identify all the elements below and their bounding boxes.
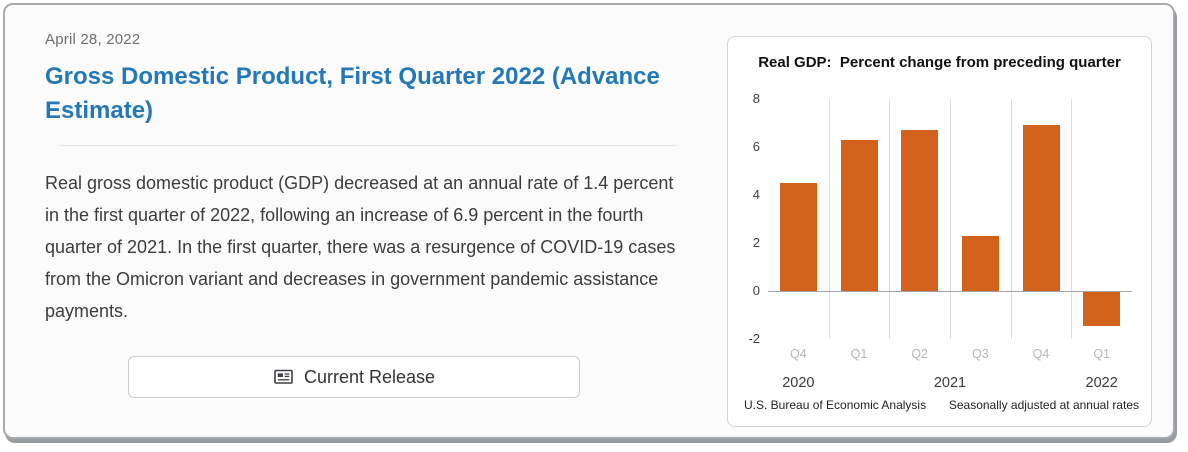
y-axis-tick-label: 4 xyxy=(752,187,760,202)
newspaper-icon xyxy=(273,368,294,386)
bar xyxy=(961,235,999,291)
year-label: 2022 xyxy=(1085,375,1118,391)
y-axis-tick-label: -2 xyxy=(748,331,760,346)
chart-source-note: U.S. Bureau of Economic Analysis xyxy=(744,398,927,412)
bar xyxy=(840,139,878,291)
year-label: 2020 xyxy=(782,375,815,391)
current-release-button-label: Current Release xyxy=(303,366,436,387)
gdp-chart-panel: Real GDP: Percent change from preceding … xyxy=(727,36,1152,427)
y-axis-tick-label: 2 xyxy=(752,235,760,250)
zero-axis-line xyxy=(768,291,1132,292)
bar xyxy=(901,130,939,291)
gridline xyxy=(1010,99,1012,339)
gridline xyxy=(889,99,891,339)
release-title-link[interactable]: Gross Domestic Product, First Quarter 20… xyxy=(45,63,660,124)
bar xyxy=(1022,125,1060,291)
release-date: April 28, 2022 xyxy=(45,31,141,48)
divider xyxy=(58,145,677,146)
x-axis-tick-label: Q4 xyxy=(789,347,807,361)
bar xyxy=(1083,292,1121,326)
current-release-button[interactable]: Current Release xyxy=(128,356,580,398)
y-axis-tick-label: 0 xyxy=(752,283,760,298)
x-axis-tick-label: Q3 xyxy=(971,347,989,361)
x-axis-tick-label: Q4 xyxy=(1032,347,1050,361)
release-summary-text: Real gross domestic product (GDP) decrea… xyxy=(45,173,676,321)
x-axis-tick-label: Q1 xyxy=(1093,347,1110,361)
y-axis-tick-label: 6 xyxy=(752,139,760,154)
gridline xyxy=(950,99,951,339)
x-axis-tick-label: Q2 xyxy=(911,347,928,361)
year-label: 2021 xyxy=(933,375,967,391)
gridline xyxy=(828,99,830,339)
gridline xyxy=(1071,99,1073,339)
y-axis-tick-label: 8 xyxy=(752,91,760,106)
chart-footer: U.S. Bureau of Economic Analysis Seasona… xyxy=(744,398,1139,412)
chart-adjustment-note: Seasonally adjusted at annual rates xyxy=(948,398,1139,412)
news-release-card: April 28, 2022 Gross Domestic Product, F… xyxy=(3,3,1175,439)
x-axis-tick-label: Q1 xyxy=(850,347,868,361)
chart-title: Real GDP: Percent change from preceding … xyxy=(758,54,1121,71)
chart-canvas: 8 6 4 2 0 -2 Q4 Q1 Q2 Q3 Q4 Q1 2020 2021 2022 xyxy=(748,92,1132,391)
bar xyxy=(779,183,817,291)
release-summary-section: April 28, 2022 Gross Domestic Product, F… xyxy=(45,31,690,398)
